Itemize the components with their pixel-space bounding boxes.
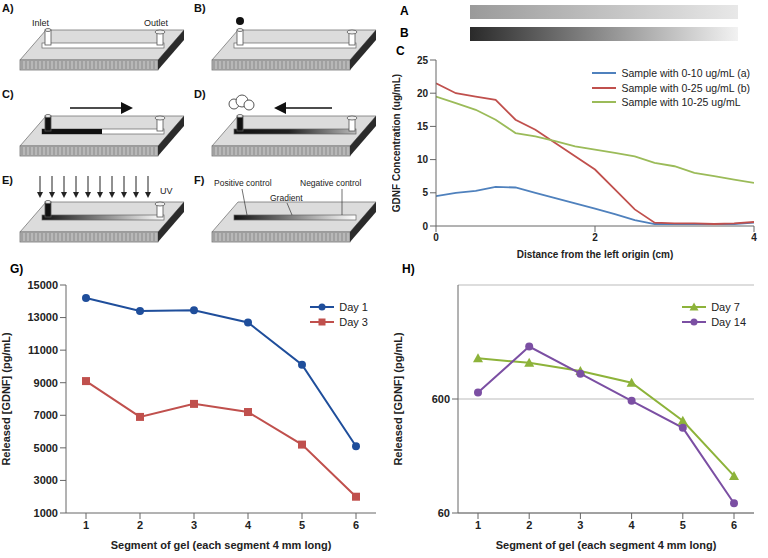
svg-text:20: 20 (417, 88, 429, 99)
svg-text:UV: UV (160, 186, 173, 196)
html-text:B: B (400, 26, 409, 40)
svg-text:2: 2 (592, 232, 598, 243)
svg-text:Released [GDNF] (pg/mL): Released [GDNF] (pg/mL) (392, 332, 404, 466)
svg-text:4: 4 (751, 232, 757, 243)
svg-text:B): B) (194, 2, 206, 14)
svg-text:5: 5 (422, 187, 428, 198)
html-text:Day 3: Day 3 (339, 315, 368, 328)
svg-text:Released [GDNF] (pg/mL): Released [GDNF] (pg/mL) (0, 332, 12, 466)
html-text:Day 1: Day 1 (339, 300, 368, 313)
svg-text:F): F) (194, 174, 205, 186)
svg-text:3000: 3000 (34, 474, 58, 486)
html-text:A: A (400, 4, 409, 18)
svg-text:5: 5 (680, 519, 686, 531)
svg-text:25: 25 (417, 55, 429, 66)
svg-text:10: 10 (417, 154, 429, 165)
svg-text:0: 0 (433, 232, 439, 243)
svg-text:Positive control: Positive control (214, 178, 272, 188)
svg-text:0: 0 (422, 221, 428, 232)
svg-text:9000: 9000 (34, 377, 58, 389)
svg-text:Negative control: Negative control (300, 178, 362, 188)
svg-text:Segment of gel (each segment 4: Segment of gel (each segment 4 mm long) (496, 539, 717, 551)
svg-text:7000: 7000 (34, 409, 58, 421)
svg-text:D): D) (194, 88, 206, 100)
svg-text:1000: 1000 (34, 507, 58, 519)
html-text:G): G) (10, 262, 24, 276)
html-text:Sample with 0-10 ug/mL (a): Sample with 0-10 ug/mL (a) (621, 67, 750, 80)
svg-text:Inlet: Inlet (32, 18, 50, 28)
svg-text:4: 4 (245, 519, 252, 531)
svg-text:Gradient: Gradient (270, 193, 303, 203)
svg-text:1: 1 (475, 519, 481, 531)
svg-text:3: 3 (191, 519, 197, 531)
svg-text:5000: 5000 (34, 442, 58, 454)
svg-text:GDNF Concentration (ug/mL): GDNF Concentration (ug/mL) (392, 74, 402, 212)
svg-text:11000: 11000 (28, 344, 58, 356)
svg-text:1: 1 (83, 519, 89, 531)
svg-text:3: 3 (577, 519, 583, 531)
html-text:Day 14: Day 14 (711, 315, 746, 328)
svg-text:6: 6 (353, 519, 359, 531)
svg-text:13000: 13000 (27, 311, 58, 323)
svg-text:Segment of gel (each segment 4: Segment of gel (each segment 4 mm long) (111, 539, 332, 551)
svg-text:2: 2 (526, 519, 532, 531)
svg-text:4: 4 (629, 519, 636, 531)
html-text:Day 7: Day 7 (711, 300, 740, 313)
svg-text:5: 5 (299, 519, 305, 531)
html-text:C: C (396, 44, 405, 58)
svg-text:6: 6 (731, 519, 737, 531)
svg-text:15000: 15000 (27, 279, 58, 291)
svg-text:Outlet: Outlet (144, 18, 169, 28)
svg-text:E): E) (2, 174, 13, 186)
svg-text:15: 15 (417, 121, 429, 132)
svg-text:C): C) (2, 88, 14, 100)
html-text:Sample with 0-25 ug/mL (b): Sample with 0-25 ug/mL (b) (621, 81, 750, 94)
svg-text:A): A) (2, 2, 14, 14)
svg-text:2: 2 (137, 519, 143, 531)
svg-text:600: 600 (432, 393, 450, 405)
svg-text:Distance from the left origin: Distance from the left origin (cm) (517, 249, 674, 260)
html-text:Sample with 10-25 ug/mL: Sample with 10-25 ug/mL (621, 96, 741, 109)
svg-text:60: 60 (438, 507, 450, 519)
html-text:H): H) (402, 262, 415, 276)
